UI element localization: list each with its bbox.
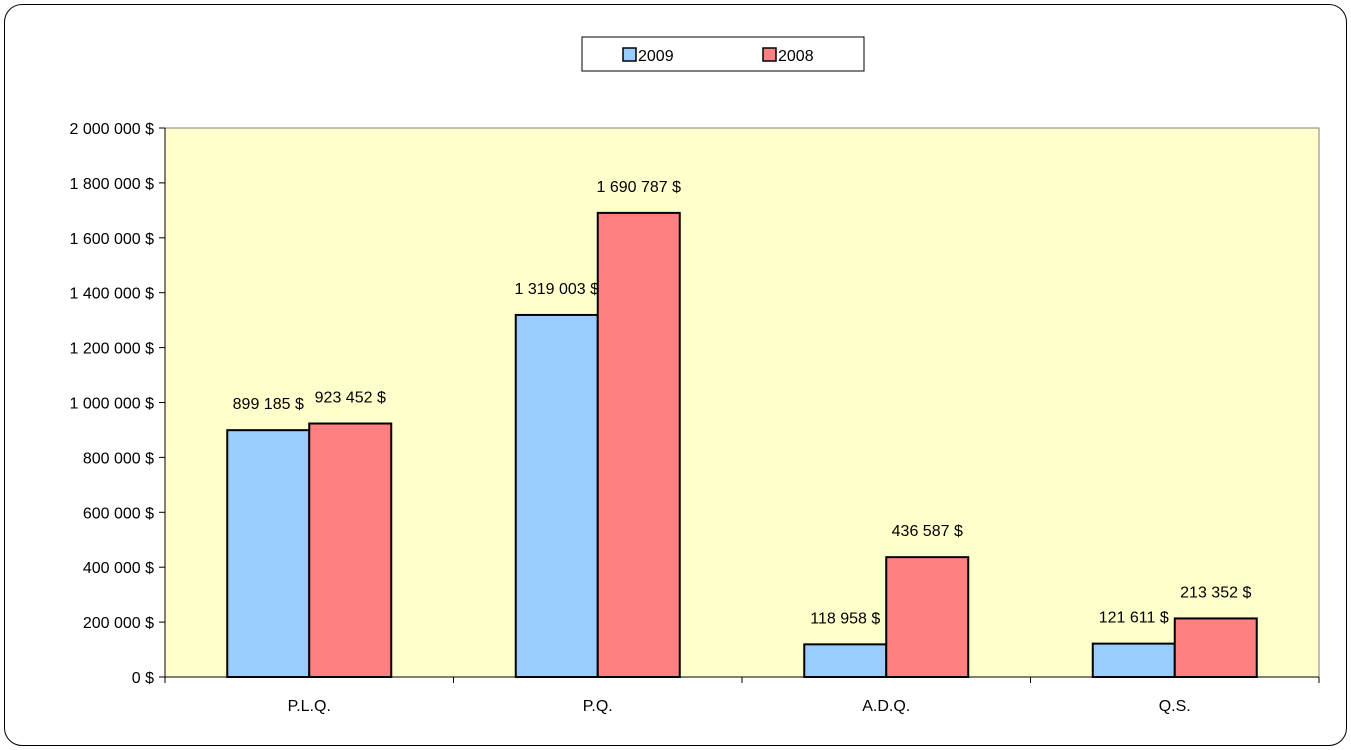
bar-2008: [596, 211, 681, 678]
legend-label-2009: 2009: [638, 48, 674, 65]
bar-2009: [226, 429, 311, 678]
x-tick-label: P.L.Q.: [288, 698, 331, 715]
y-tick-label: 0 $: [132, 670, 154, 687]
bar-2008: [308, 422, 393, 678]
y-tick-label: 400 000 $: [83, 560, 154, 577]
data-label-2009: 118 958 $: [810, 610, 880, 627]
bars: [226, 211, 1258, 679]
data-label-2008: 923 452 $: [315, 390, 386, 407]
x-tick-label: A.D.Q.: [862, 698, 910, 715]
bar-2009: [514, 313, 599, 678]
legend-label-2008: 2008: [778, 48, 814, 65]
data-label-2008: 436 587 $: [892, 523, 963, 540]
y-tick-label: 1 200 000 $: [69, 341, 154, 358]
chart-frame: [4, 4, 1347, 746]
x-axis: P.L.Q. P.Q. A.D.Q. Q.S.: [164, 676, 1320, 715]
data-label-2009: 121 611 $: [1099, 610, 1169, 627]
bar-2009: [1091, 642, 1176, 679]
bar-2009: [803, 643, 888, 678]
y-tick-label: 1 800 000 $: [69, 176, 154, 193]
y-tick-label: 2 000 000 $: [69, 121, 154, 138]
y-axis: 0 $ 200 000 $ 400 000 $ 600 000 $ 800 000 $ 1…: [69, 121, 166, 687]
legend: 2009 2008: [581, 36, 865, 72]
data-label-2009: 899 185 $: [233, 396, 304, 413]
y-tick-label: 1 600 000 $: [69, 231, 154, 248]
bar-2008: [885, 556, 970, 678]
data-labels: 899 185 $ 1 319 003 $ 118 958 $ 121 611 $ 92…: [233, 179, 1252, 627]
data-label-2008: 1 690 787 $: [596, 179, 681, 196]
y-tick-label: 1 000 000 $: [69, 396, 154, 413]
x-tick-label: P.Q.: [583, 698, 613, 715]
x-tick-label: Q.S.: [1159, 698, 1191, 715]
bar-2008: [1173, 617, 1258, 678]
data-label-2008: 213 352 $: [1180, 584, 1251, 601]
y-tick-label: 200 000 $: [83, 615, 154, 632]
data-label-2009: 1 319 003 $: [514, 281, 599, 298]
legend-swatch-2008: [762, 47, 777, 62]
y-tick-label: 600 000 $: [83, 505, 154, 522]
y-tick-label: 800 000 $: [83, 450, 154, 467]
y-tick-label: 1 400 000 $: [69, 286, 154, 303]
legend-swatch-2009: [622, 47, 637, 62]
